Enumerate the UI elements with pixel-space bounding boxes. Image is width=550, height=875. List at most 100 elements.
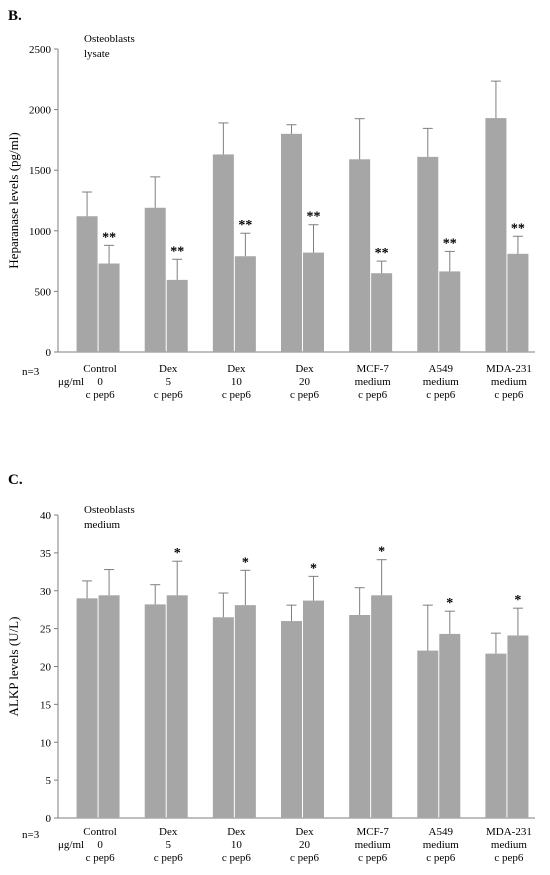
n-label: n=3 xyxy=(22,829,40,841)
significance-marker: ** xyxy=(170,244,184,259)
category-label: c pep6 xyxy=(290,389,320,401)
y-tick-label: 500 xyxy=(35,286,52,298)
panel-label: B. xyxy=(8,8,22,24)
significance-marker: * xyxy=(446,596,453,611)
bar xyxy=(212,617,234,818)
y-tick-label: 30 xyxy=(40,586,52,598)
category-label: 5 xyxy=(165,376,171,388)
bar xyxy=(507,635,529,818)
significance-marker: ** xyxy=(307,210,321,225)
bar xyxy=(166,595,188,818)
significance-marker: * xyxy=(378,545,385,560)
panel-annotation: medium xyxy=(84,519,120,531)
significance-marker: * xyxy=(310,561,317,576)
category-label: 10 xyxy=(231,376,243,388)
bar xyxy=(439,633,461,818)
y-tick-label: 40 xyxy=(40,510,52,522)
significance-marker: ** xyxy=(375,246,389,261)
n-label: n=3 xyxy=(22,366,40,378)
chart-panel-c: C. Osteoblasts medium 0 5 10 15 20 25 30 35 40 ALKP … xyxy=(6,472,535,864)
category-label: Control xyxy=(83,363,117,375)
category-label: c pep6 xyxy=(222,852,252,864)
category-label: 0 xyxy=(97,839,103,851)
category-label: medium xyxy=(423,376,459,388)
category-label: MCF-7 xyxy=(356,826,389,838)
category-label: Dex xyxy=(227,826,246,838)
bar xyxy=(144,604,166,818)
y-axis-label: ALKP levels (U/L) xyxy=(6,617,21,717)
category-label: 20 xyxy=(299,839,311,851)
category-label: medium xyxy=(423,839,459,851)
panel-label: C. xyxy=(8,472,23,488)
bar xyxy=(439,271,461,352)
category-label: A549 xyxy=(429,826,454,838)
bar xyxy=(485,653,507,818)
bar xyxy=(234,605,256,818)
bar xyxy=(76,598,98,818)
bar xyxy=(281,133,302,352)
category-label: medium xyxy=(355,376,391,388)
category-label: c pep6 xyxy=(154,389,184,401)
panel-annotation: Osteoblasts xyxy=(84,504,135,516)
panel-annotation: Osteoblasts xyxy=(84,33,135,45)
category-label: c pep6 xyxy=(86,389,116,401)
significance-marker: * xyxy=(242,555,249,570)
category-label: MCF-7 xyxy=(356,363,389,375)
category-label: c pep6 xyxy=(494,852,524,864)
bar xyxy=(371,273,393,352)
bar xyxy=(371,595,393,818)
category-label: medium xyxy=(491,376,527,388)
category-label: 20 xyxy=(299,376,311,388)
bar xyxy=(76,216,98,352)
chart-panel-b: B. Osteoblasts lysate 0 500 1000 1500 2000 2500 H… xyxy=(6,8,535,401)
bar xyxy=(507,253,529,352)
category-label: c pep6 xyxy=(494,389,524,401)
category-label: c pep6 xyxy=(358,852,388,864)
y-tick-label: 35 xyxy=(40,548,52,560)
category-label: c pep6 xyxy=(154,852,184,864)
category-label: medium xyxy=(491,839,527,851)
bar xyxy=(234,256,256,352)
category-label: 10 xyxy=(231,839,243,851)
bar xyxy=(485,118,507,352)
y-tick-label: 10 xyxy=(40,737,52,749)
bar xyxy=(144,207,166,352)
bar xyxy=(166,279,188,352)
bar xyxy=(281,621,302,818)
category-label: Dex xyxy=(159,363,178,375)
y-tick-label: 2500 xyxy=(29,44,52,56)
significance-marker: * xyxy=(514,593,521,608)
unit-label: μg/ml xyxy=(58,839,84,851)
category-label: Dex xyxy=(227,363,246,375)
y-tick-label: 5 xyxy=(46,775,52,787)
y-tick-label: 1500 xyxy=(29,165,52,177)
category-label: 0 xyxy=(97,376,103,388)
category-label: medium xyxy=(355,839,391,851)
category-label: c pep6 xyxy=(426,389,456,401)
category-label: Dex xyxy=(295,363,314,375)
category-label: c pep6 xyxy=(86,852,116,864)
bar xyxy=(98,263,120,352)
bar xyxy=(349,614,371,818)
significance-marker: * xyxy=(174,546,181,561)
category-label: MDA-231 xyxy=(486,363,532,375)
bar xyxy=(303,600,324,818)
unit-label: μg/ml xyxy=(58,376,84,388)
category-label: MDA-231 xyxy=(486,826,532,838)
significance-marker: ** xyxy=(238,218,252,233)
y-tick-label: 15 xyxy=(40,699,52,711)
category-label: c pep6 xyxy=(426,852,456,864)
panel-annotation: lysate xyxy=(84,48,110,60)
category-label: Dex xyxy=(295,826,314,838)
y-tick-label: 20 xyxy=(40,662,52,674)
significance-marker: ** xyxy=(443,236,457,251)
y-tick-label: 2000 xyxy=(29,105,52,117)
category-label: c pep6 xyxy=(290,852,320,864)
y-tick-label: 0 xyxy=(46,813,52,825)
y-tick-label: 1000 xyxy=(29,226,52,238)
category-label: c pep6 xyxy=(222,389,252,401)
bar xyxy=(349,159,371,352)
bar xyxy=(417,650,439,818)
category-label: Control xyxy=(83,826,117,838)
category-label: 5 xyxy=(165,839,171,851)
